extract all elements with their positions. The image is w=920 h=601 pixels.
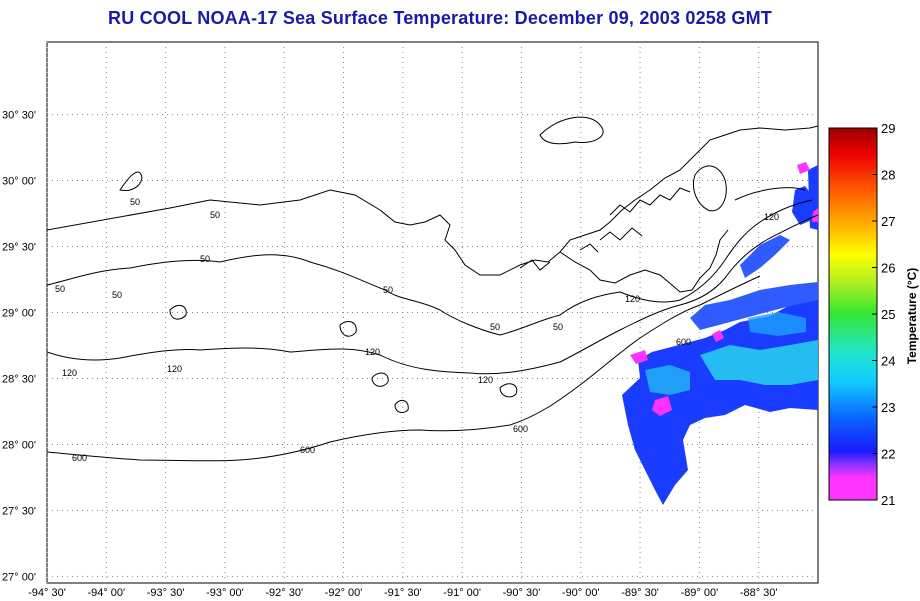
isobath-label: 120 [478,375,493,385]
ms-sound [734,187,806,201]
isobath-label: 120 [764,212,779,222]
isobath-label: 600 [513,424,528,434]
longitude-tick-label: -92° 00' [325,587,363,599]
isobath-label: 50 [383,285,393,295]
longitude-tick-label: -93° 30' [147,587,185,599]
colorbar-title: Temperature (°C) [905,268,919,365]
isobath-labels: 50 50 50 50 50 50 50 50 120 120 120 120 … [55,197,779,463]
latitude-tick-label: 28° 30' [2,373,36,385]
colorbar-tick-label: 26 [881,261,895,276]
isobath-label: 50 [210,210,220,220]
colorbar-tick-label: 25 [881,307,895,322]
isobath-600 [47,275,761,462]
colorbar-tick-label: 21 [881,493,895,508]
lake-pontchartrain [693,165,727,212]
colorbar [828,127,878,501]
latitude-tick-label: 30° 00' [2,176,36,188]
latitude-tick-label: 30° 30' [2,110,36,122]
longitude-labels: -94° 30' -94° 00' -93° 30' -93° 00' -92° 30'… [28,587,777,599]
sst-patch-cyan2 [645,365,690,395]
isobath-label: 120 [625,294,640,304]
colorbar-tick-label: 28 [881,168,895,183]
contour-layer [47,116,818,462]
longitude-tick-label: -89° 30' [621,587,659,599]
isobath-120 [47,214,818,375]
isobath-label: 50 [490,322,500,332]
isobath-label: 50 [55,284,65,294]
colorbar-tick-label: 29 [881,121,895,136]
sst-patch-cyan1 [700,340,818,385]
sst-cold-spot-2 [630,350,648,364]
longitude-tick-label: -90° 30' [503,587,541,599]
longitude-tick-label: -94° 30' [28,587,66,599]
delta-islands [519,187,691,271]
sst-patch-cyan3 [748,312,806,336]
colorbar-ticks: 29 28 27 26 25 24 23 22 21 [872,121,895,508]
sst-data-layer [622,162,818,505]
sst-patch-ne-strip [740,235,790,278]
colorbar-tick-label: 27 [881,214,895,229]
map-title: RU COOL NOAA-17 Sea Surface Temperature:… [108,8,772,28]
sst-cold-spot-5 [712,330,724,342]
longitude-tick-label: -94° 00' [87,587,125,599]
latitude-labels: 30° 30' 30° 00' 29° 30' 29° 00' 28° 30' 28° 0… [2,110,36,584]
bank-contour-2 [394,399,409,413]
isobath-label: 50 [200,254,210,264]
latitude-tick-label: 27° 00' [2,571,36,583]
longitude-tick-label: -90° 00' [562,587,600,599]
isobath-label: 120 [365,347,380,357]
latitude-tick-label: 29° 00' [2,308,36,320]
isobath-label: 600 [72,453,87,463]
isobath-50 [47,199,813,336]
isobath-label: 50 [130,197,140,207]
coastline [47,125,818,276]
latitude-tick-label: 28° 00' [2,439,36,451]
bank-contour-1 [169,304,187,320]
bank-contour-5 [499,383,518,398]
longitude-tick-label: -92° 30' [265,587,303,599]
sst-cold-spot-4 [812,208,818,222]
latitude-tick-label: 27° 30' [2,505,36,517]
colorbar-tick-label: 24 [881,354,895,369]
sst-cold-spot-1 [652,396,672,416]
sst-patch-east [690,282,818,330]
longitude-tick-label: -93° 00' [206,587,244,599]
isobath-label: 600 [300,445,315,455]
sst-patch-ne-blob [792,186,812,225]
sst-cold-spot-3 [797,162,810,174]
latitude-tick-label: 29° 30' [2,242,36,254]
isobath-label: 50 [553,322,563,332]
isobath-label: 600 [676,337,691,347]
longitude-tick-label: -91° 00' [443,587,481,599]
inland-contour [119,171,143,191]
isobath-label: 120 [62,368,77,378]
bank-contour-3 [339,321,357,337]
coastline-delta [559,229,729,293]
colorbar-tick-label: 22 [881,447,895,462]
longitude-tick-label: -89° 00' [681,587,719,599]
colorbar-tick-label: 23 [881,400,895,415]
isobath-label: 120 [167,364,182,374]
longitude-tick-label: -88° 30' [740,587,778,599]
longitude-tick-label: -91° 30' [384,587,422,599]
inland-contour-2 [539,116,604,145]
bank-contour-4 [371,372,389,387]
isobath-label: 50 [112,290,122,300]
